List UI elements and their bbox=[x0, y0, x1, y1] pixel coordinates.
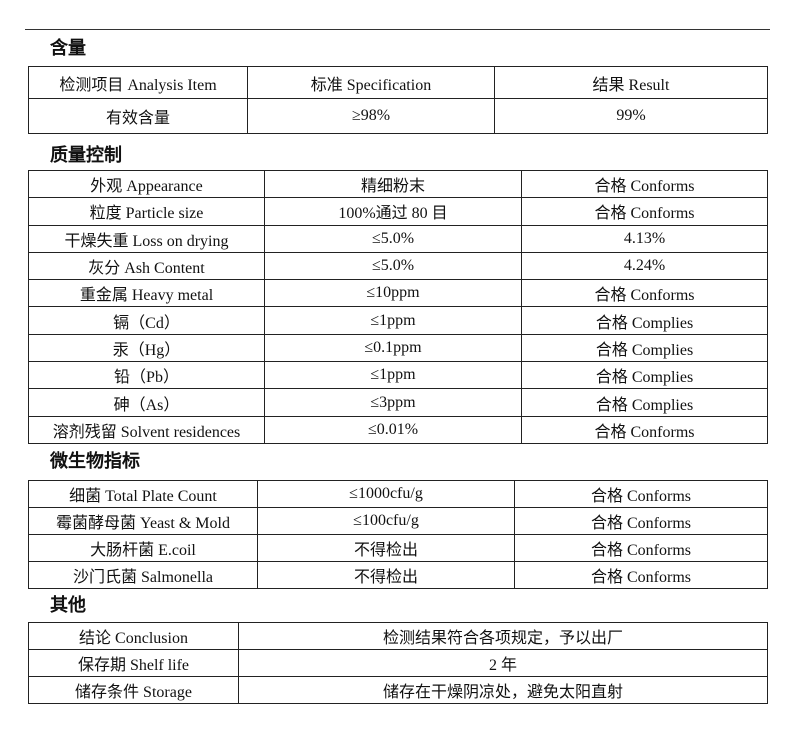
cell: 合格 Conforms bbox=[514, 480, 768, 508]
cell: 汞（Hg） bbox=[28, 333, 265, 363]
cell: 储存条件 Storage bbox=[28, 676, 239, 704]
section-title-content: 含量 bbox=[50, 38, 86, 59]
table-row: 霉菌酵母菌 Yeast & Mold ≤100cfu/g 合格 Conforms bbox=[28, 507, 768, 535]
other-table: 结论 Conclusion 检测结果符合各项规定，予以出厂 保存期 Shelf li… bbox=[28, 622, 768, 704]
micro-table: 细菌 Total Plate Count ≤1000cfu/g 合格 Conform… bbox=[28, 480, 768, 589]
cell: 合格 Conforms bbox=[514, 534, 768, 562]
table-row: 粒度 Particle size 100%通过 80 目合格 Conforms bbox=[28, 197, 768, 226]
cell: 合格 Conforms bbox=[521, 197, 768, 226]
cell: 有效含量 bbox=[28, 98, 248, 134]
cell: 大肠杆菌 E.coil bbox=[28, 534, 258, 562]
cell: 重金属 Heavy metal bbox=[28, 279, 265, 308]
header-cell: 结果 Result bbox=[494, 66, 768, 99]
cell: ≤5.0% bbox=[264, 251, 522, 281]
table-row: 细菌 Total Plate Count ≤1000cfu/g 合格 Conform… bbox=[28, 480, 768, 508]
cell: 结论 Conclusion bbox=[28, 622, 239, 650]
cell: 不得检出 bbox=[257, 534, 515, 562]
cell: ≤0.1ppm bbox=[264, 333, 522, 363]
cell: 检测结果符合各项规定，予以出厂 bbox=[238, 622, 768, 650]
cell: ≤1000cfu/g bbox=[257, 480, 515, 508]
table-row: 汞（Hg） ≤0.1ppm 合格 Complies bbox=[28, 333, 768, 363]
cell: ≤5.0% bbox=[264, 224, 522, 253]
table-row: 砷（As） ≤3ppm 合格 Complies bbox=[28, 388, 768, 417]
cell: ≤100cfu/g bbox=[257, 507, 515, 535]
cell: 4.13% bbox=[521, 224, 768, 253]
table-row: 镉（Cd） ≤1ppm 合格 Complies bbox=[28, 306, 768, 335]
cell: 细菌 Total Plate Count bbox=[28, 480, 258, 508]
table-row: 干燥失重 Loss on drying ≤5.0% 4.13% bbox=[28, 224, 768, 253]
cell: 储存在干燥阴凉处，避免太阳直射 bbox=[238, 676, 768, 704]
cell: ≤0.01% bbox=[264, 415, 522, 444]
table-row: 大肠杆菌 E.coil 不得检出 合格 Conforms bbox=[28, 534, 768, 562]
cell: 沙门氏菌 Salmonella bbox=[28, 561, 258, 589]
table-row: 重金属 Heavy metal ≤10ppm 合格 Conforms bbox=[28, 279, 768, 308]
cell: 铅（Pb） bbox=[28, 361, 265, 390]
header-cell: 标准 Specification bbox=[247, 66, 495, 99]
table-row: 有效含量 ≥98% 99% bbox=[28, 98, 768, 134]
cell: ≤3ppm bbox=[264, 388, 522, 417]
table-header-row: 检测项目 Analysis Item 标准 Specification 结果 R… bbox=[28, 66, 768, 99]
cell: 合格 Conforms bbox=[521, 169, 768, 199]
table-row: 沙门氏菌 Salmonella 不得检出 合格 Conforms bbox=[28, 561, 768, 589]
section-title-other: 其他 bbox=[50, 595, 86, 616]
top-rule bbox=[25, 29, 770, 30]
cell: 2 年 bbox=[238, 649, 768, 677]
cell: 4.24% bbox=[521, 251, 768, 281]
section-title-micro: 微生物指标 bbox=[50, 451, 140, 472]
cell: 合格 Complies bbox=[521, 361, 768, 390]
cell: 合格 Complies bbox=[521, 333, 768, 363]
content-table: 检测项目 Analysis Item 标准 Specification 结果 R… bbox=[28, 66, 768, 134]
cell: 合格 Conforms bbox=[521, 279, 768, 308]
cell: 合格 Complies bbox=[521, 388, 768, 417]
table-row: 保存期 Shelf life 2 年 bbox=[28, 649, 768, 677]
cell: 镉（Cd） bbox=[28, 306, 265, 335]
cell: ≥98% bbox=[247, 98, 495, 134]
cell: 不得检出 bbox=[257, 561, 515, 589]
table-row: 外观 Appearance 精细粉末 合格 Conforms bbox=[28, 169, 768, 199]
header-cell: 检测项目 Analysis Item bbox=[28, 66, 248, 99]
cell: 合格 Conforms bbox=[514, 507, 768, 535]
cell: 精细粉末 bbox=[264, 169, 522, 199]
cell: 砷（As） bbox=[28, 388, 265, 417]
section-title-quality: 质量控制 bbox=[50, 145, 122, 166]
table-row: 结论 Conclusion 检测结果符合各项规定，予以出厂 bbox=[28, 622, 768, 650]
cell: ≤1ppm bbox=[264, 361, 522, 390]
cell: 溶剂残留 Solvent residences bbox=[28, 415, 265, 444]
cell: 合格 Conforms bbox=[521, 415, 768, 444]
table-row: 溶剂残留 Solvent residences ≤0.01% 合格 Conforms bbox=[28, 415, 768, 444]
cell: 99% bbox=[494, 98, 768, 134]
cell: ≤10ppm bbox=[264, 279, 522, 308]
cell: 100%通过 80 目 bbox=[264, 197, 522, 226]
cell: 合格 Complies bbox=[521, 306, 768, 335]
cell: 灰分 Ash Content bbox=[28, 251, 265, 281]
cell: 粒度 Particle size bbox=[28, 197, 265, 226]
table-row: 灰分 Ash Content ≤5.0% 4.24% bbox=[28, 251, 768, 281]
cell: 霉菌酵母菌 Yeast & Mold bbox=[28, 507, 258, 535]
cell: 保存期 Shelf life bbox=[28, 649, 239, 677]
cell: 外观 Appearance bbox=[28, 169, 265, 199]
quality-table: 外观 Appearance 精细粉末 合格 Conforms 粒度 Particle … bbox=[28, 169, 768, 444]
cell: 干燥失重 Loss on drying bbox=[28, 224, 265, 253]
table-row: 储存条件 Storage 储存在干燥阴凉处，避免太阳直射 bbox=[28, 676, 768, 704]
cell: ≤1ppm bbox=[264, 306, 522, 335]
table-row: 铅（Pb） ≤1ppm 合格 Complies bbox=[28, 361, 768, 390]
cell: 合格 Conforms bbox=[514, 561, 768, 589]
